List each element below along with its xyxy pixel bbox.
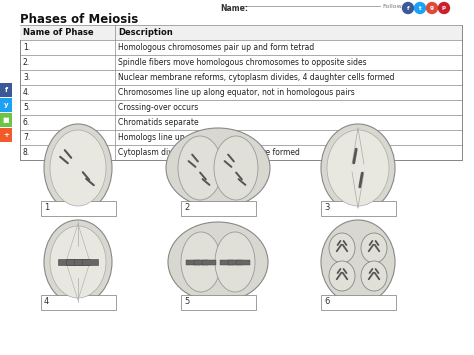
Bar (82, 259, 98, 265)
Circle shape (427, 2, 438, 13)
Ellipse shape (50, 226, 106, 298)
Ellipse shape (321, 220, 395, 304)
Bar (0, 83, 12, 97)
Ellipse shape (329, 233, 355, 263)
Text: f: f (4, 87, 8, 93)
Bar (0, 113, 12, 127)
Text: Follow: Follow (382, 4, 402, 9)
Text: Name:: Name: (220, 4, 248, 13)
Bar (41, 295, 116, 310)
Bar (20, 25, 462, 160)
Ellipse shape (181, 232, 221, 292)
Text: 2.: 2. (23, 58, 30, 67)
Bar (41, 201, 116, 216)
Bar (58, 259, 74, 265)
Text: 3: 3 (324, 203, 329, 213)
Bar (181, 201, 256, 216)
Text: 5.: 5. (23, 103, 30, 112)
Text: p: p (442, 5, 446, 11)
Bar (228, 260, 242, 264)
Ellipse shape (44, 220, 112, 304)
Text: 5: 5 (184, 297, 189, 306)
Text: 7.: 7. (23, 133, 30, 142)
Bar (202, 260, 216, 264)
Text: 3.: 3. (23, 73, 30, 82)
Text: t: t (419, 5, 421, 11)
Text: ■: ■ (3, 117, 9, 123)
Bar (321, 201, 396, 216)
Circle shape (414, 2, 426, 13)
Text: Phases of Meiosis: Phases of Meiosis (20, 13, 138, 26)
Text: +: + (3, 132, 9, 138)
Text: 4: 4 (44, 297, 49, 306)
Bar (321, 295, 396, 310)
Bar (20, 25, 462, 40)
Text: Description: Description (118, 28, 173, 37)
Circle shape (402, 2, 413, 13)
Ellipse shape (215, 232, 255, 292)
Text: 1: 1 (44, 203, 49, 213)
Ellipse shape (214, 136, 258, 200)
Bar (236, 260, 250, 264)
Text: Spindle fibers move homologous chromosomes to opposite sides: Spindle fibers move homologous chromosom… (118, 58, 366, 67)
Bar (220, 260, 234, 264)
Ellipse shape (44, 124, 112, 212)
Text: Homologs line up alone equator: Homologs line up alone equator (118, 133, 241, 142)
Bar (194, 260, 208, 264)
Text: Homologous chromosomes pair up and form tetrad: Homologous chromosomes pair up and form … (118, 43, 314, 52)
Text: g: g (430, 5, 434, 11)
Text: 1.: 1. (23, 43, 30, 52)
Ellipse shape (321, 124, 395, 212)
Bar (74, 259, 90, 265)
Ellipse shape (329, 261, 355, 291)
Text: 6.: 6. (23, 118, 30, 127)
Text: 8.: 8. (23, 148, 30, 157)
Ellipse shape (166, 128, 270, 208)
Ellipse shape (178, 136, 222, 200)
Text: f: f (407, 5, 409, 11)
Text: Name of Phase: Name of Phase (23, 28, 94, 37)
Bar (0, 98, 12, 112)
Ellipse shape (327, 130, 389, 206)
Bar (66, 259, 82, 265)
Circle shape (438, 2, 449, 13)
Text: y: y (4, 102, 9, 108)
Text: 4.: 4. (23, 88, 30, 97)
Ellipse shape (361, 261, 387, 291)
Bar (186, 260, 200, 264)
Text: Chromatids separate: Chromatids separate (118, 118, 199, 127)
Text: Cytoplasm divides, 2 daughter cells are formed: Cytoplasm divides, 2 daughter cells are … (118, 148, 300, 157)
Text: 6: 6 (324, 297, 329, 306)
Bar (181, 295, 256, 310)
Bar (0, 128, 12, 142)
Ellipse shape (361, 233, 387, 263)
Text: 2: 2 (184, 203, 189, 213)
Text: Nuclear membrane reforms, cytoplasm divides, 4 daughter cells formed: Nuclear membrane reforms, cytoplasm divi… (118, 73, 394, 82)
Text: Crossing-over occurs: Crossing-over occurs (118, 103, 198, 112)
Ellipse shape (50, 130, 106, 206)
Ellipse shape (168, 222, 268, 302)
Text: Chromosomes line up along equator, not in homologous pairs: Chromosomes line up along equator, not i… (118, 88, 355, 97)
